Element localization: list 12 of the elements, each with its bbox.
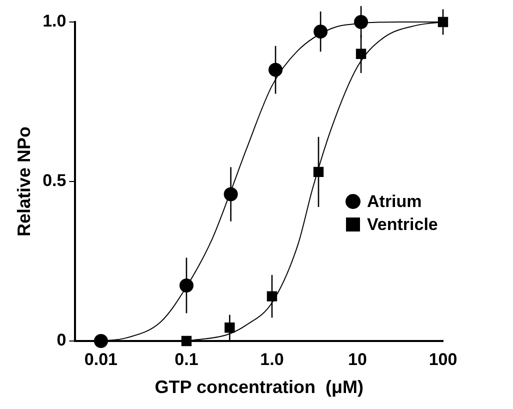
- x-tick-label: 0.1: [174, 350, 198, 369]
- y-tick-label: 0.5: [42, 171, 66, 190]
- x-tick-label: 100: [428, 350, 458, 369]
- legend-label: Ventricle: [367, 215, 438, 234]
- x-axis-title: GTP concentration (μM): [154, 377, 364, 398]
- x-tick-label: 0.01: [84, 350, 118, 369]
- y-axis-title: Relative NPo: [14, 126, 34, 237]
- y-tick-label: 1.0: [42, 12, 66, 31]
- legend-label: Atrium: [367, 192, 422, 212]
- x-tick-label: 10: [348, 350, 367, 369]
- x-tick-label: 1.0: [260, 350, 284, 369]
- y-tick-label: 0: [56, 330, 66, 350]
